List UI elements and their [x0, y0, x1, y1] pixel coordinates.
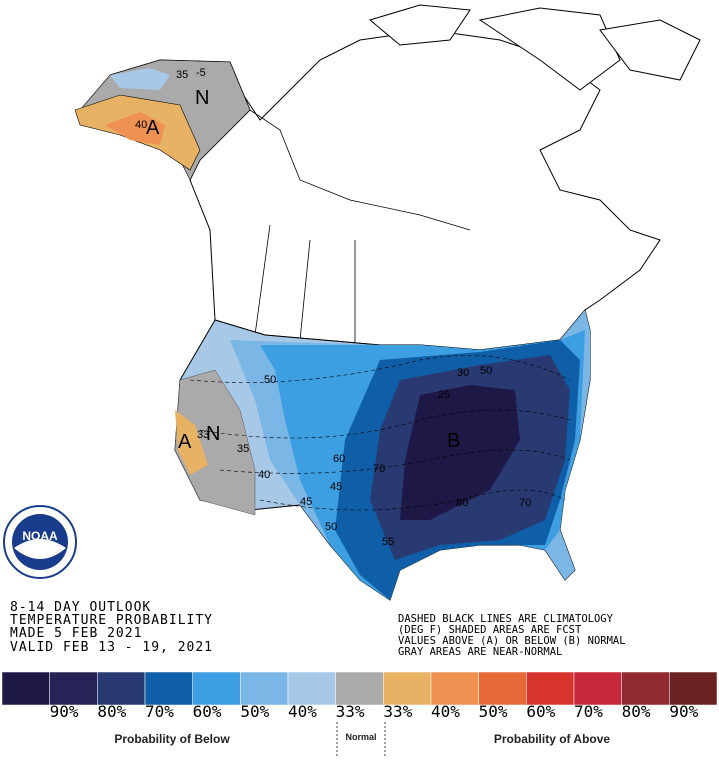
header-line: MADE 5 FEB 2021 — [10, 626, 142, 641]
legend-swatch — [478, 671, 527, 706]
contour-label: 50 — [480, 365, 492, 377]
logo-text: NOAA — [22, 529, 58, 543]
legend-label: 70% — [145, 702, 174, 721]
alaska-below — [110, 68, 170, 90]
region-label: N — [195, 87, 209, 109]
header-line: VALID FEB 13 - 19, 2021 — [10, 640, 213, 655]
legend-swatch — [97, 671, 146, 706]
legend-label: 80% — [622, 702, 651, 721]
region-label: B — [447, 430, 460, 452]
contour-label: -5 — [196, 67, 206, 79]
notes: DASHED BLACK LINES ARE CLIMATOLOGY (DEG … — [398, 613, 626, 658]
header-line: 8-14 DAY OUTLOOK — [10, 600, 151, 615]
us-normal — [174, 369, 256, 516]
legend-swatch — [669, 671, 718, 706]
contour-label: 45 — [300, 496, 312, 508]
legend-swatch — [192, 671, 241, 706]
legend-swatch — [573, 671, 622, 706]
header: 8-14 DAY OUTLOOK TEMPERATURE PROBABILITY… — [10, 600, 213, 655]
legend-label: 33% — [336, 702, 365, 721]
contour-label: 50 — [325, 521, 337, 533]
legend-label: 50% — [240, 702, 269, 721]
contour-label: 60 — [333, 453, 345, 465]
region-label: N — [206, 423, 220, 445]
region-label: A — [178, 431, 192, 453]
legend-title: Probability of Below — [114, 732, 230, 746]
legend-label: 40% — [288, 702, 317, 721]
legend-swatch — [144, 671, 193, 706]
header-line: TEMPERATURE PROBABILITY — [10, 613, 213, 628]
us-above — [175, 410, 208, 475]
contour-label: 40 — [258, 469, 270, 481]
legend-swatch — [287, 671, 336, 706]
contour-label: 40 — [135, 119, 147, 131]
contour-label: 45 — [330, 481, 342, 493]
legend-title: Probability of Above — [494, 732, 611, 746]
us-90 — [400, 385, 520, 520]
legend-swatch — [240, 671, 289, 706]
contour-label: 25 — [438, 389, 450, 401]
legend-swatch — [430, 671, 479, 706]
legend-label: 80% — [97, 702, 126, 721]
note-line: GRAY AREAS ARE NEAR-NORMAL — [398, 646, 562, 658]
legend-swatch — [383, 671, 432, 706]
contour-label: 35 — [237, 443, 249, 455]
legend-swatch — [1, 671, 50, 706]
contour-label: 35 — [176, 69, 188, 81]
contour-label: 70 — [519, 497, 531, 509]
legend-swatch — [49, 671, 98, 706]
legend-label: 60% — [193, 702, 222, 721]
climatology-lines — [189, 355, 571, 511]
legend-swatch — [335, 671, 384, 706]
legend-label: 33% — [383, 702, 412, 721]
legend-label: 90% — [50, 702, 79, 721]
legend-swatch — [526, 671, 575, 706]
note-line: DASHED BLACK LINES ARE CLIMATOLOGY — [398, 613, 614, 625]
legend-label: 60% — [526, 702, 555, 721]
legend: 90% 80% 70% 60% 50% 40% 33% 33% 40% 50% 60% 70% 80% 9… — [1, 671, 718, 721]
legend-label: 70% — [574, 702, 603, 721]
legend-label: 40% — [431, 702, 460, 721]
noaa-logo: NOAA — [3, 505, 77, 579]
borders — [249, 109, 471, 345]
contour-label: 70 — [373, 463, 385, 475]
region-label: A — [146, 117, 160, 139]
landmass — [109, 4, 701, 351]
contour-label: 80 — [456, 497, 468, 509]
map-labels: N A -5 35 40 A N 35 33 50 40 60 45 70 45… — [135, 67, 531, 548]
contour-label: 50 — [264, 374, 276, 386]
contour-label: 33 — [197, 429, 209, 441]
legend-title: Normal — [345, 732, 376, 742]
note-line: (DEG F) SHADED AREAS ARE FCST — [398, 624, 582, 636]
legend-label: 50% — [479, 702, 508, 721]
note-line: VALUES ABOVE (A) OR BELOW (B) NORMAL — [398, 635, 626, 647]
alaska-40 — [105, 112, 165, 145]
contour-label: 55 — [382, 536, 394, 548]
contour-label: 30 — [457, 367, 469, 379]
legend-label: 90% — [669, 702, 698, 721]
legend-swatch — [621, 671, 670, 706]
